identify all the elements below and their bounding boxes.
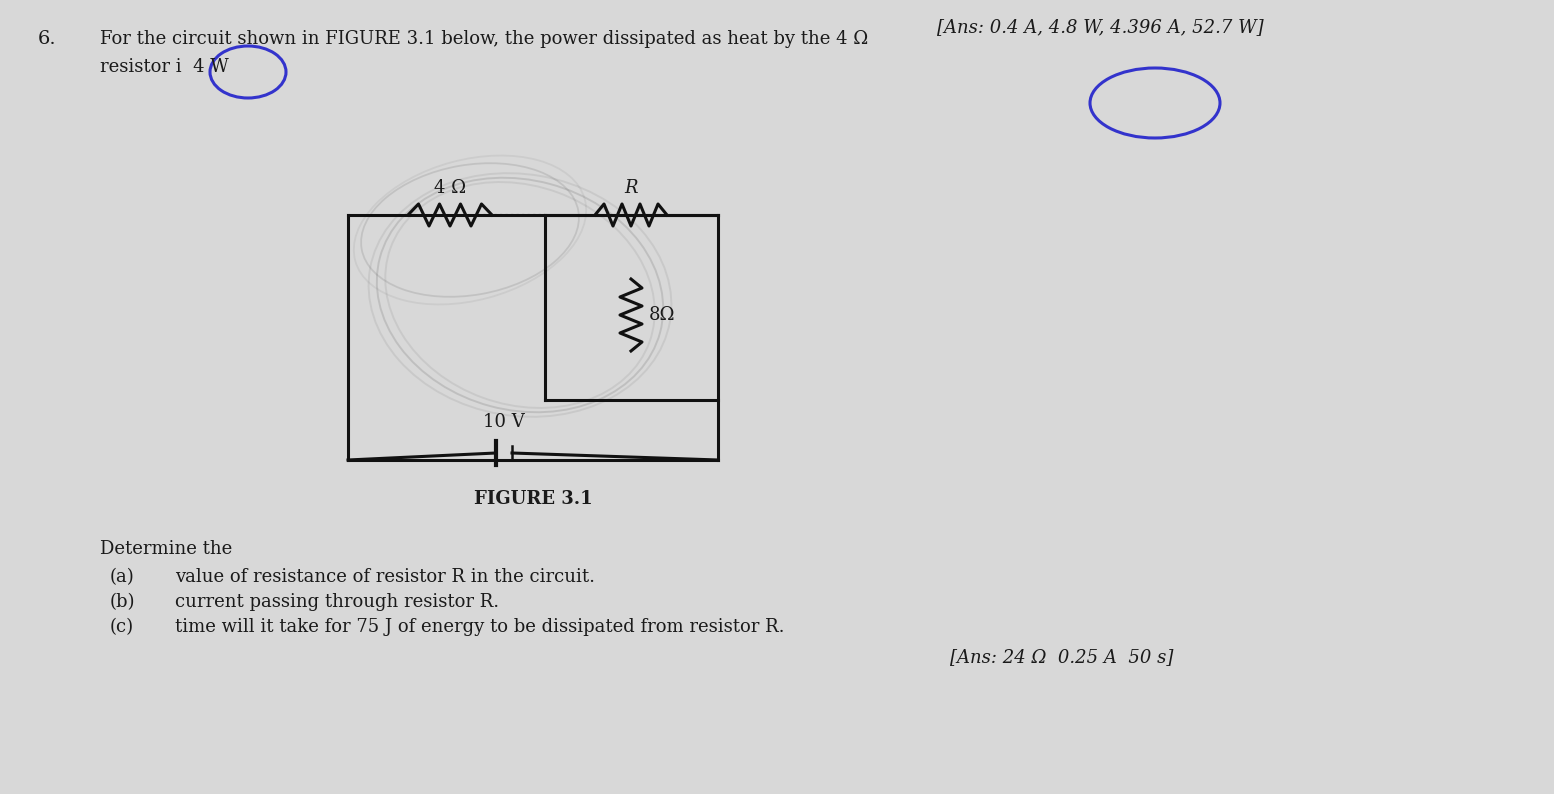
Text: [Ans: 0.4 A, 4.8 W, 4.396 A, 52.7 W]: [Ans: 0.4 A, 4.8 W, 4.396 A, 52.7 W]: [937, 18, 1263, 36]
Text: time will it take for 75 J of energy to be dissipated from resistor R.: time will it take for 75 J of energy to …: [176, 618, 785, 636]
Text: (b): (b): [110, 593, 135, 611]
Text: R: R: [625, 179, 637, 197]
Text: 10 V: 10 V: [483, 413, 525, 431]
Text: (c): (c): [110, 618, 134, 636]
Text: 8Ω: 8Ω: [650, 306, 676, 324]
Text: FIGURE 3.1: FIGURE 3.1: [474, 490, 592, 508]
Text: resistor i  4 W: resistor i 4 W: [99, 58, 228, 76]
Text: Determine the: Determine the: [99, 540, 232, 558]
Text: For the circuit shown in FIGURE 3.1 below, the power dissipated as heat by the 4: For the circuit shown in FIGURE 3.1 belo…: [99, 30, 869, 48]
Text: 4 Ω: 4 Ω: [434, 179, 466, 197]
Text: (a): (a): [110, 568, 135, 586]
Text: current passing through resistor R.: current passing through resistor R.: [176, 593, 499, 611]
Text: value of resistance of resistor R in the circuit.: value of resistance of resistor R in the…: [176, 568, 595, 586]
Text: 6.: 6.: [37, 30, 56, 48]
Text: [Ans: 24 Ω  0.25 A  50 s]: [Ans: 24 Ω 0.25 A 50 s]: [949, 648, 1173, 666]
